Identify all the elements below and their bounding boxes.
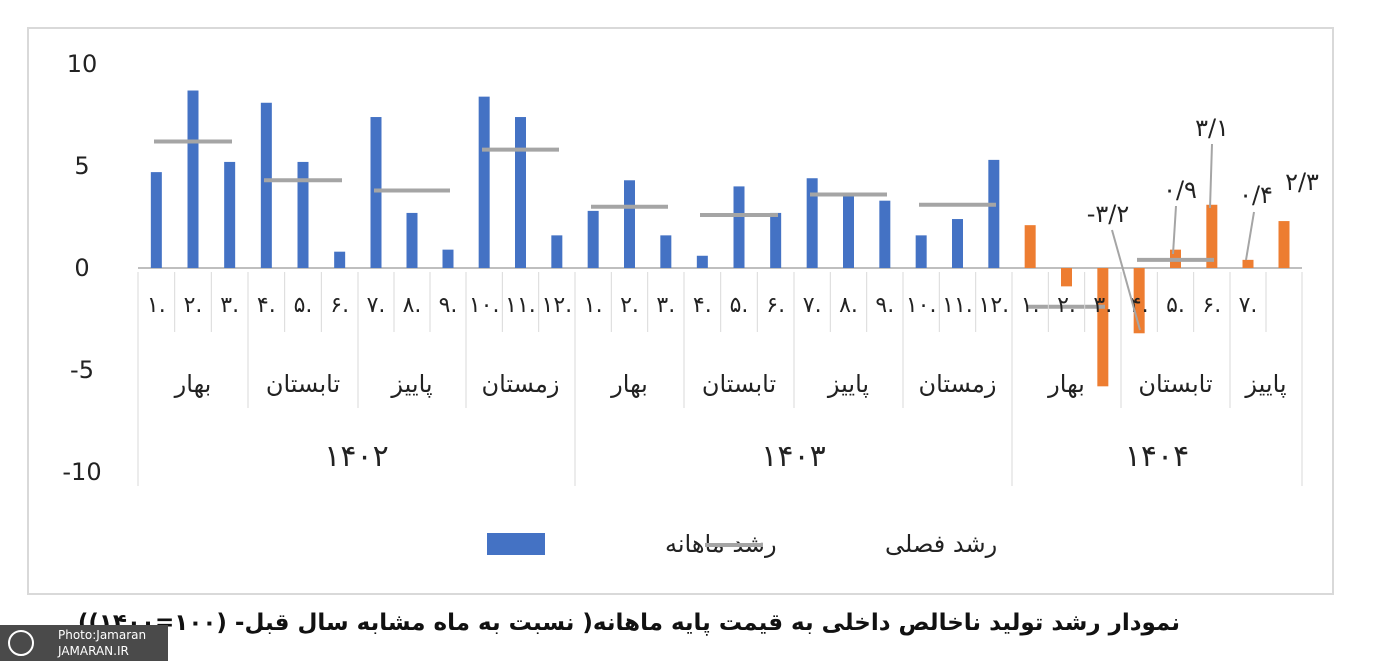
month-tick-label: ۶.: [766, 293, 785, 318]
quarter-label: پاییز: [827, 370, 869, 398]
data-label: -۳/۲: [1087, 200, 1130, 228]
month-tick-label: ۱.: [584, 293, 603, 318]
month-tick-label: ۹.: [439, 293, 458, 318]
month-tick-label: ۱۲.: [542, 293, 573, 318]
month-tick-label: ۷.: [803, 293, 822, 318]
year-label: ۱۴۰۳: [761, 439, 825, 474]
monthly-bar: [1206, 204, 1218, 268]
month-tick-label: ۸.: [839, 293, 858, 318]
monthly-bar: [260, 102, 272, 268]
month-tick-label: ۳.: [220, 293, 239, 318]
month-tick-label: ۴.: [257, 293, 276, 318]
monthly-bar: [297, 161, 309, 268]
chart: 10 5 0 -5 -10 ۱. ۲. ۳. بهار ۴. ۵. ۶. تابستان ۷. ۸. ۹. پا…: [62, 50, 1319, 558]
quarter-label: پاییز: [390, 370, 432, 398]
monthly-bar: [1133, 268, 1145, 334]
quarter-label: تابستان: [702, 370, 776, 398]
y-tick-label: 5: [74, 152, 89, 180]
monthly-bar: [551, 235, 563, 268]
data-label-leader: [1209, 143, 1213, 209]
data-label: ۲/۳: [1285, 168, 1319, 196]
data-label: ۳/۱: [1195, 114, 1229, 142]
monthly-bar: [478, 96, 490, 268]
legend-monthly-swatch: [487, 533, 545, 555]
monthly-bar: [1278, 221, 1290, 268]
jamaran-logo-icon: [8, 630, 34, 656]
month-tick-label: ۸.: [403, 293, 422, 318]
quarter-label: زمستان: [918, 370, 996, 398]
year-label: ۱۴۰۴: [1125, 439, 1189, 474]
month-tick-label: ۳.: [1093, 293, 1112, 318]
legend-seasonal-label: رشد فصلی: [885, 530, 997, 558]
monthly-bar: [733, 186, 745, 268]
quarter-label: تابستان: [1138, 370, 1212, 398]
monthly-bar: [515, 117, 526, 268]
month-tick-label: ۱۲.: [979, 293, 1010, 318]
month-tick-label: ۷.: [1239, 293, 1258, 318]
monthly-bar: [1242, 259, 1254, 268]
month-tick-label: ۷.: [367, 293, 386, 318]
monthly-bar: [1097, 268, 1109, 387]
month-tick-label: ۱۰.: [906, 293, 937, 318]
quarter-label: بهار: [1047, 370, 1085, 398]
month-tick-label: ۲.: [620, 293, 639, 318]
monthly-bar: [334, 251, 346, 268]
monthly-bar: [952, 219, 963, 268]
photo-credit: Photo:Jamaran JAMARAN.IR: [0, 625, 168, 661]
month-tick-label: ۲.: [184, 293, 203, 318]
month-tick-label: ۴.: [693, 293, 712, 318]
monthly-bar: [442, 249, 454, 268]
monthly-bar: [696, 255, 708, 268]
month-tick-label: ۱.: [147, 293, 166, 318]
quarter-label: زمستان: [481, 370, 559, 398]
y-tick-label: -5: [70, 356, 94, 384]
monthly-bar: [879, 200, 891, 268]
month-tick-label: ۱۰.: [469, 293, 500, 318]
data-label-leader: [1172, 205, 1177, 255]
monthly-bar: [370, 117, 382, 268]
month-tick-label: ۱.: [1021, 293, 1040, 318]
monthly-bar: [988, 159, 1000, 268]
quarter-label: بهار: [610, 370, 648, 398]
month-tick-label: ۵.: [1166, 293, 1185, 318]
y-tick-label: 0: [74, 254, 89, 282]
monthly-bar: [660, 235, 672, 268]
credit-line-1: Photo:Jamaran: [58, 628, 147, 642]
credit-line-2: JAMARAN.IR: [58, 644, 129, 658]
monthly-bar: [843, 192, 854, 268]
data-label: ۰/۴: [1239, 181, 1273, 209]
monthly-bar: [187, 90, 199, 269]
month-tick-label: ۹.: [875, 293, 894, 318]
monthly-bar: [1024, 225, 1036, 268]
month-tick-label: ۵.: [294, 293, 313, 318]
month-tick-label: ۱۱.: [505, 293, 536, 318]
y-tick-label: 10: [67, 50, 98, 78]
monthly-bar: [915, 235, 927, 268]
monthly-bar: [806, 178, 818, 268]
monthly-bar: [150, 172, 162, 268]
data-label-leader: [1111, 229, 1141, 331]
chart-caption: نمودار رشد تولید ناخالص داخلی به قیمت پا…: [77, 610, 1180, 636]
y-tick-label: -10: [62, 458, 101, 486]
month-tick-label: ۵.: [730, 293, 749, 318]
data-label: ۰/۹: [1163, 176, 1197, 204]
chart-frame: [27, 27, 1334, 595]
monthly-bar: [406, 212, 418, 268]
monthly-bar: [224, 161, 236, 268]
quarter-label: پاییز: [1244, 370, 1286, 398]
monthly-bar: [587, 210, 599, 268]
quarter-label: تابستان: [266, 370, 340, 398]
monthly-bar: [770, 212, 782, 268]
month-tick-label: ۶.: [330, 293, 349, 318]
month-tick-label: ۲.: [1057, 293, 1076, 318]
quarter-label: بهار: [174, 370, 212, 398]
data-label-leader: [1245, 211, 1255, 261]
month-tick-label: ۳.: [656, 293, 675, 318]
month-tick-label: ۶.: [1202, 293, 1221, 318]
year-label: ۱۴۰۲: [324, 439, 388, 474]
month-tick-label: ۱۱.: [942, 293, 973, 318]
monthly-bar: [1061, 268, 1072, 287]
monthly-bar: [624, 180, 635, 268]
